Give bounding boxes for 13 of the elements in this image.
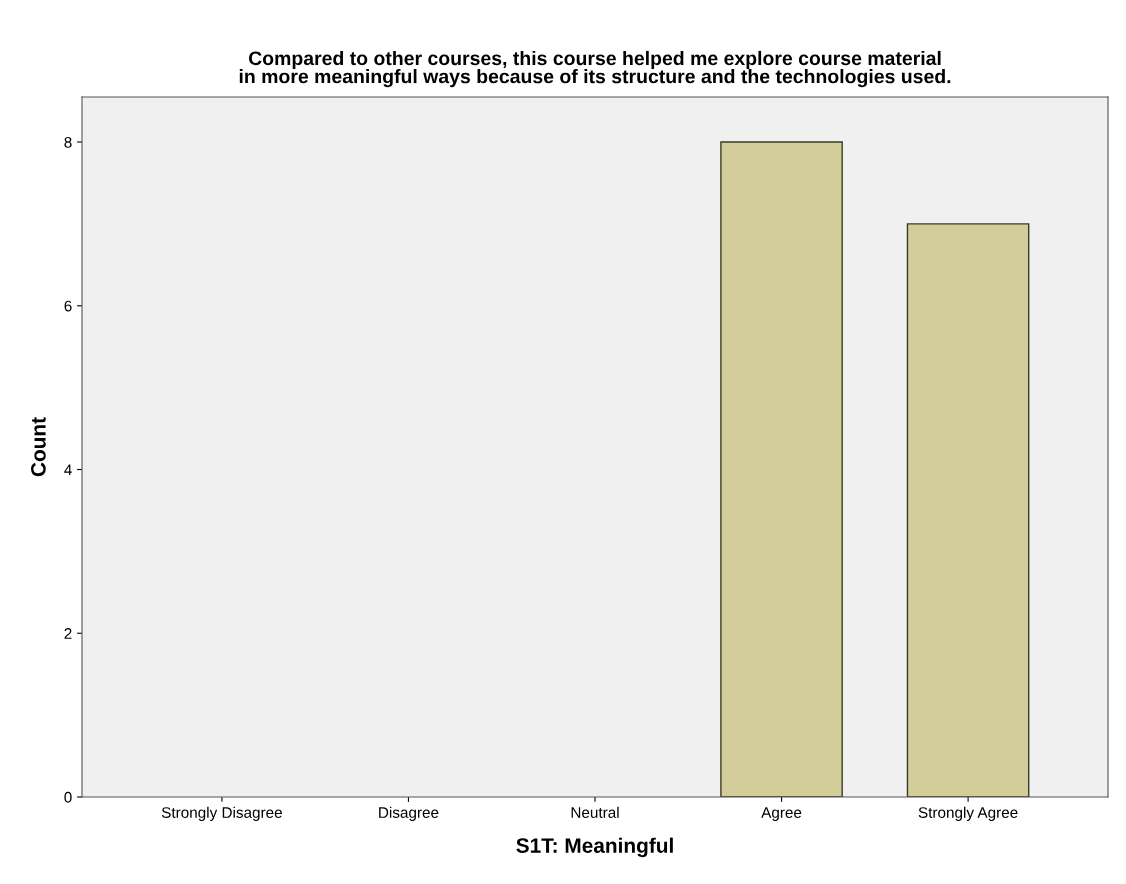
y-tick-label: 2 <box>64 628 72 639</box>
x-tick-label: Neutral <box>571 806 619 818</box>
x-tick-label: Strongly Agree <box>918 806 1018 821</box>
y-tick-label: 8 <box>64 136 72 148</box>
x-tick-label: Agree <box>761 807 802 821</box>
y-axis-title: Count <box>31 417 46 477</box>
chart-title: Compared to other courses, this course helped me explore course material in more meaningful ways because of its structure and the technologies used. <box>239 50 951 88</box>
y-tick-label: 0 <box>64 791 72 803</box>
y-tick-label: 4 <box>64 464 72 476</box>
x-axis-title: S1T: Meaningful <box>516 837 673 858</box>
x-tick-label: Disagree <box>379 806 439 821</box>
x-tick-label: Strongly Disagree <box>161 806 282 821</box>
y-tick-label: 6 <box>64 300 72 312</box>
